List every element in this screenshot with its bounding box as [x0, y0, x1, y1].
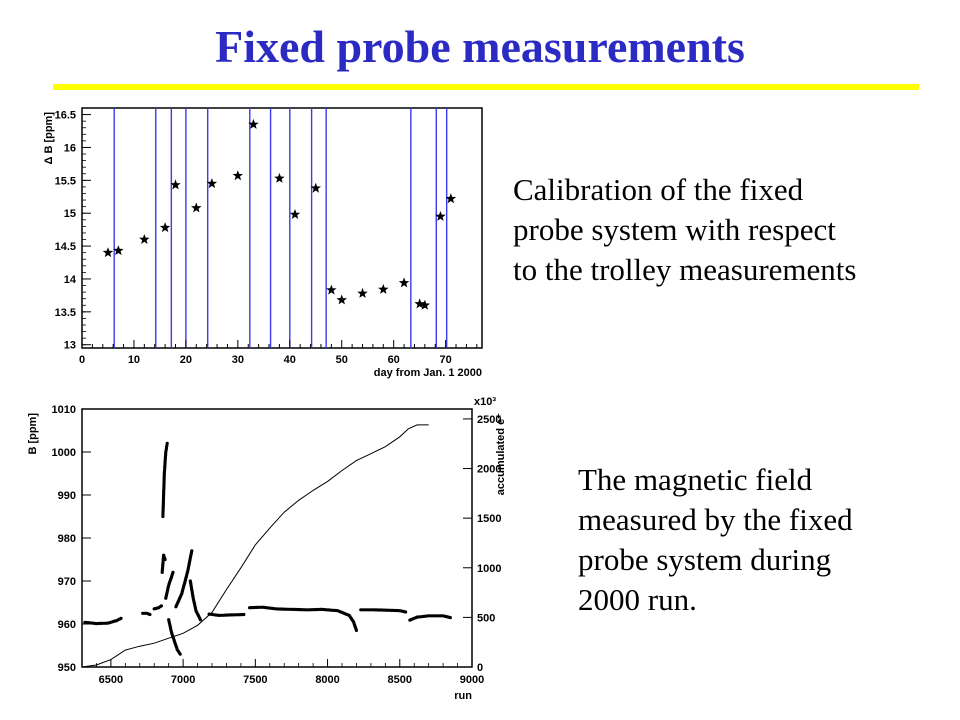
- field-data-point: [354, 628, 358, 632]
- accumulated-positrons-line: [81, 424, 429, 668]
- data-point-star: [102, 247, 114, 258]
- field-data-point: [171, 570, 175, 574]
- x-tick-label: 8000: [315, 674, 339, 686]
- data-point-star: [159, 222, 171, 233]
- caption-field: The magnetic field measured by the fixed…: [578, 460, 853, 620]
- x-tick-label: 10: [128, 354, 140, 366]
- data-point-star: [274, 172, 285, 183]
- y-tick-label: 15: [64, 208, 76, 220]
- data-point-star: [139, 234, 150, 244]
- x-tick-label: 7000: [171, 674, 195, 686]
- title-underline: [53, 84, 919, 90]
- data-point-star: [378, 284, 389, 294]
- y-tick-label: 1010: [52, 404, 76, 416]
- data-point-star: [419, 299, 431, 310]
- data-point-star: [248, 118, 259, 129]
- data-point-star: [232, 170, 244, 181]
- field-chart: 6500 7000 7500 8000 8500 9000 950 960 970 980 990 1…: [27, 396, 507, 702]
- x-tick-label: 6500: [99, 674, 123, 686]
- x-tick-label: 20: [180, 354, 192, 366]
- y-tick-label: 990: [58, 490, 76, 502]
- caption-calibration: Calibration of the fixed probe system wi…: [513, 170, 856, 290]
- y-tick-label: 14.5: [55, 241, 76, 253]
- caption-line: to the trolley measurements: [513, 252, 857, 287]
- x-tick-label: 40: [284, 354, 296, 366]
- data-point-star: [414, 298, 425, 309]
- y2-tick-label: 1500: [477, 513, 501, 525]
- field-data-point: [448, 616, 452, 620]
- field-data-point: [190, 549, 194, 553]
- data-point-star: [326, 284, 337, 295]
- caption-line: measured by the fixed: [578, 502, 853, 537]
- field-data-point: [159, 604, 163, 608]
- plot-frame: [81, 107, 483, 349]
- data-point-star: [435, 211, 446, 221]
- y-tick-label: 16.5: [55, 110, 76, 122]
- x-tick-label: 0: [79, 354, 85, 366]
- y2-axis-label: accumulated e⁺: [495, 413, 507, 495]
- data-point-star: [357, 287, 368, 298]
- y-tick-label: 15.5: [55, 175, 76, 187]
- y-tick-label: 13.5: [55, 307, 76, 319]
- field-data-point: [404, 610, 408, 614]
- y2-tick-label: 2000: [477, 464, 501, 476]
- y-tick-label: 970: [58, 576, 76, 588]
- slide-title: Fixed probe measurements: [215, 21, 745, 72]
- y-tick-label: 14: [64, 274, 77, 286]
- x-axis-label: day from Jan. 1 2000: [374, 367, 482, 379]
- x-tick-label: 7500: [243, 674, 267, 686]
- x-tick-label: 9000: [460, 674, 484, 686]
- calibration-chart: 0 10 20 30 40 50 60 70 13 13.5 14 14.5 15 15.5 16 16.5 d…: [43, 107, 483, 379]
- caption-line: The magnetic field: [578, 462, 813, 497]
- y-tick-label: 980: [58, 533, 76, 545]
- caption-line: probe system during: [578, 542, 832, 577]
- y-axis-label: Δ B [ppm]: [43, 112, 55, 165]
- y-tick-label: 1000: [52, 447, 76, 459]
- caption-line: Calibration of the fixed: [513, 172, 804, 207]
- y-tick-label: 950: [58, 662, 76, 674]
- x-tick-label: 60: [388, 354, 400, 366]
- y-tick-label: 960: [58, 619, 76, 631]
- field-data-point: [242, 612, 246, 617]
- field-data-point: [178, 652, 182, 656]
- caption-line: 2000 run.: [578, 582, 697, 617]
- data-point-star: [289, 209, 301, 219]
- y2-tick-label: 0: [477, 662, 483, 674]
- y2-tick-label: 2500: [477, 414, 501, 426]
- plot-frame: [81, 408, 473, 668]
- y-axis-label: B [ppm]: [27, 413, 39, 455]
- field-data-point: [163, 557, 167, 562]
- y2-tick-label: 500: [477, 612, 495, 624]
- x-tick-label: 70: [440, 354, 452, 366]
- x-tick-label: 50: [336, 354, 348, 366]
- field-data-point: [148, 612, 152, 617]
- data-point-star: [445, 193, 457, 204]
- x-axis-label: run: [454, 690, 472, 702]
- y2-multiplier-label: x10³: [474, 396, 496, 408]
- data-point-star: [310, 182, 321, 193]
- data-point-star: [336, 294, 347, 305]
- field-data-point: [119, 616, 123, 620]
- y-tick-label: 13: [64, 340, 76, 352]
- y2-tick-label: 1000: [477, 563, 501, 575]
- field-data-point: [165, 441, 169, 445]
- data-point-star: [113, 245, 124, 256]
- caption-line: probe system with respect: [513, 212, 836, 247]
- x-tick-label: 8500: [388, 674, 412, 686]
- y-tick-label: 16: [64, 142, 76, 154]
- data-point-star: [191, 202, 202, 213]
- data-point-star: [170, 179, 181, 190]
- field-data-point: [198, 618, 202, 622]
- data-point-star: [206, 178, 218, 189]
- x-tick-label: 30: [232, 354, 244, 366]
- data-point-star: [398, 277, 410, 288]
